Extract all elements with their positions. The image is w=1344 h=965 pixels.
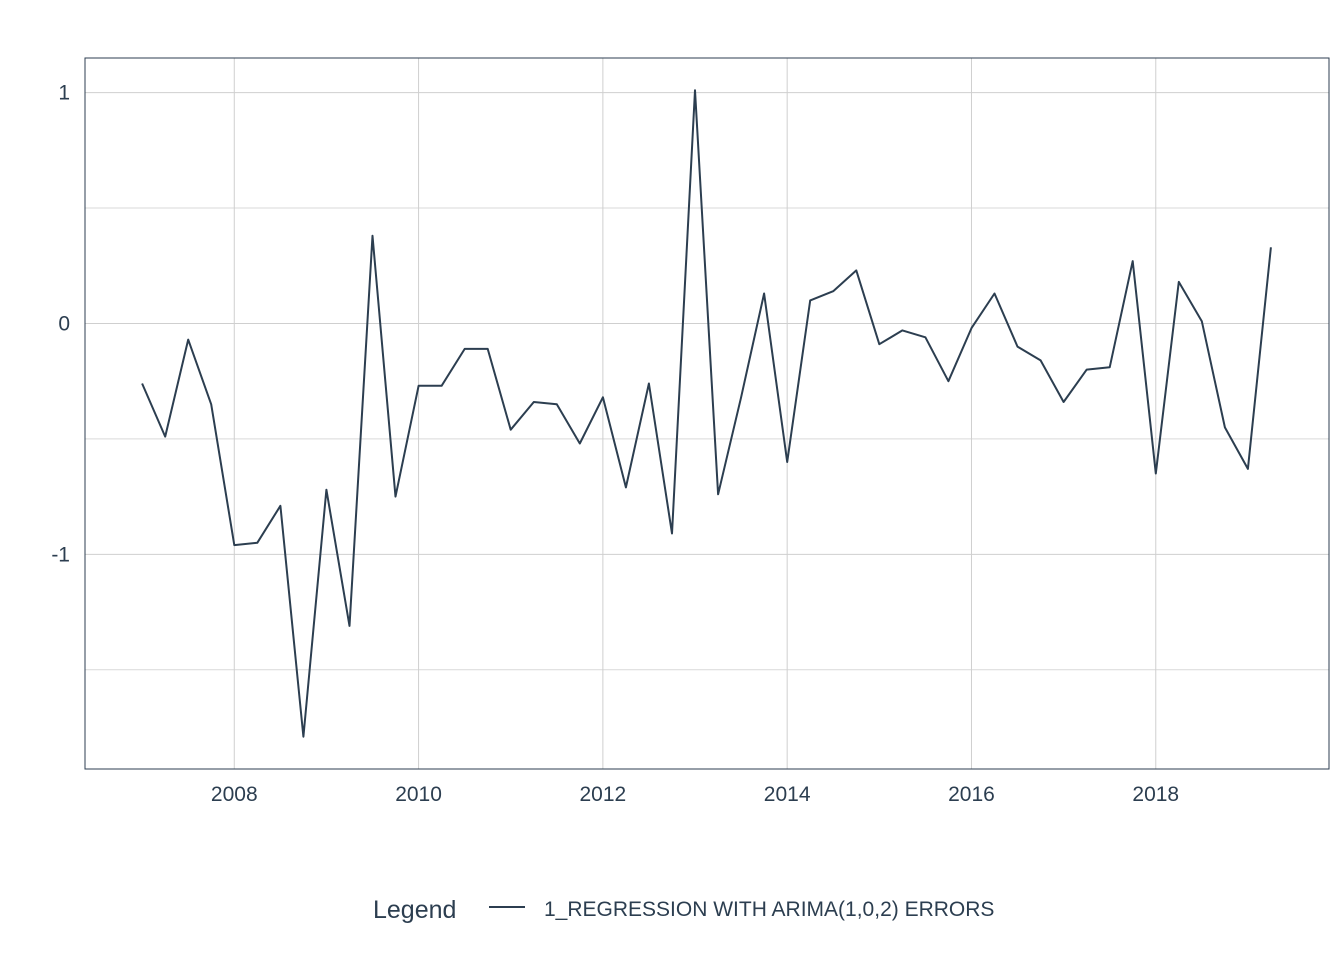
y-tick-label: 0	[58, 312, 70, 335]
x-tick-label: 2012	[580, 783, 627, 806]
y-tick-label: 1	[58, 82, 70, 105]
x-tick-label: 2016	[948, 783, 995, 806]
x-tick-label: 2008	[211, 783, 258, 806]
x-tick-label: 2018	[1132, 783, 1179, 806]
x-tick-label: 2014	[764, 783, 811, 806]
y-tick-label: -1	[51, 543, 70, 566]
legend-label: 1_REGRESSION WITH ARIMA(1,0,2) ERRORS	[544, 898, 994, 921]
x-tick-label: 2010	[395, 783, 442, 806]
legend-title: Legend	[373, 896, 456, 924]
